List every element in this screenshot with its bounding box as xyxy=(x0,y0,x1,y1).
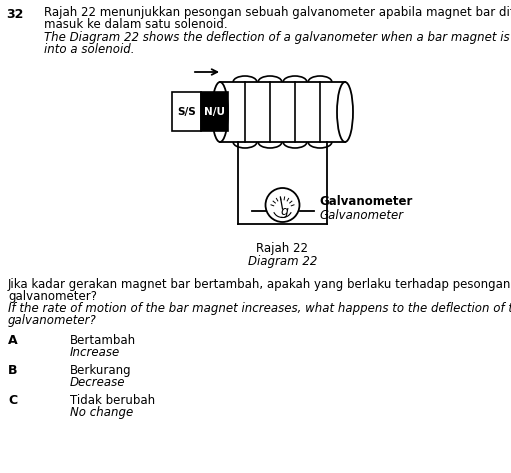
Bar xyxy=(172,93,201,131)
Text: galvanometer?: galvanometer? xyxy=(8,290,97,303)
Bar xyxy=(220,82,345,142)
Text: 32: 32 xyxy=(6,8,24,21)
Text: B: B xyxy=(8,364,17,377)
Text: Diagram 22: Diagram 22 xyxy=(248,255,317,268)
Text: Tidak berubah: Tidak berubah xyxy=(70,394,155,407)
Text: g: g xyxy=(281,204,288,218)
Ellipse shape xyxy=(337,82,353,142)
Text: N/U: N/U xyxy=(204,107,225,117)
Text: Rajah 22: Rajah 22 xyxy=(257,242,309,255)
Text: If the rate of motion of the bar magnet increases, what happens to the deflectio: If the rate of motion of the bar magnet … xyxy=(8,302,511,315)
Text: A: A xyxy=(8,334,17,347)
Bar xyxy=(201,93,228,131)
Text: Increase: Increase xyxy=(70,346,120,359)
Ellipse shape xyxy=(212,82,228,142)
Circle shape xyxy=(266,188,299,222)
Text: galvanometer?: galvanometer? xyxy=(8,314,97,327)
Text: into a solenoid.: into a solenoid. xyxy=(44,43,134,56)
Text: No change: No change xyxy=(70,406,133,419)
Text: Decrease: Decrease xyxy=(70,376,126,389)
Text: C: C xyxy=(8,394,17,407)
Text: Galvanometer: Galvanometer xyxy=(319,194,413,208)
Text: Rajah 22 menunjukkan pesongan sebuah galvanometer apabila magnet bar ditolak: Rajah 22 menunjukkan pesongan sebuah gal… xyxy=(44,6,511,19)
Text: Berkurang: Berkurang xyxy=(70,364,132,377)
Text: Galvanometer: Galvanometer xyxy=(319,209,404,221)
Text: masuk ke dalam satu solenoid.: masuk ke dalam satu solenoid. xyxy=(44,18,227,31)
Text: Bertambah: Bertambah xyxy=(70,334,136,347)
Text: The Diagram 22 shows the deflection of a galvanometer when a bar magnet is pushe: The Diagram 22 shows the deflection of a… xyxy=(44,31,511,44)
Text: Jika kadar gerakan magnet bar bertambah, apakah yang berlaku terhadap pesongan: Jika kadar gerakan magnet bar bertambah,… xyxy=(8,278,511,291)
Text: S/S: S/S xyxy=(177,107,196,117)
